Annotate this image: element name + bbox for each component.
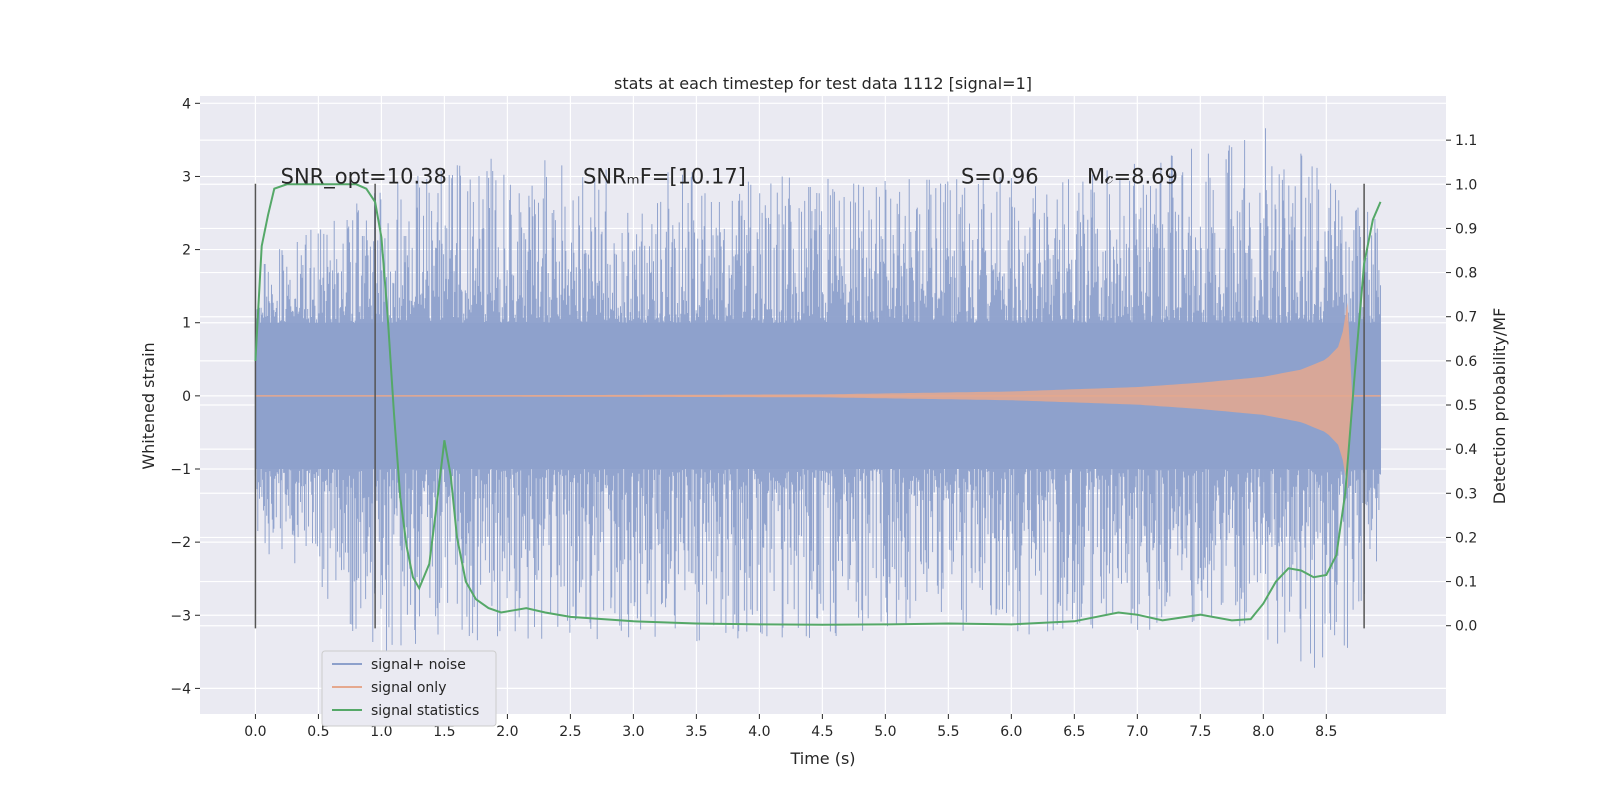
- x-tick-label: 7.0: [1126, 724, 1148, 740]
- legend-label-signal-noise: signal+ noise: [371, 657, 466, 673]
- y-axis-ticks: −4 −3 −2 −1 0 1 2 3 4: [170, 96, 200, 697]
- y-tick-label: −2: [170, 535, 191, 551]
- x-tick-label: 2.5: [559, 724, 581, 740]
- y2-tick-label: 0.1: [1455, 575, 1477, 591]
- x-tick-label: 7.5: [1189, 724, 1211, 740]
- chart-title: stats at each timestep for test data 111…: [614, 74, 1032, 93]
- x-tick-label: 0.0: [244, 724, 266, 740]
- x-tick-label: 3.5: [685, 724, 707, 740]
- y2-tick-label: 0.6: [1455, 354, 1477, 370]
- signal-statistics-series: [254, 183, 1382, 626]
- x-tick-label: 4.0: [748, 724, 770, 740]
- y-tick-label: 2: [182, 243, 191, 259]
- y2-tick-label: 0.0: [1455, 619, 1477, 635]
- y-tick-label: 1: [182, 316, 191, 332]
- x-tick-label: 0.5: [307, 724, 329, 740]
- legend-label-signal-statistics: signal statistics: [371, 703, 479, 719]
- y2-tick-label: 0.3: [1455, 486, 1477, 502]
- x-tick-label: 1.5: [433, 724, 455, 740]
- vertical-markers: [254, 183, 1365, 629]
- x-tick-label: 8.0: [1252, 724, 1274, 740]
- y2-tick-label: 0.7: [1455, 310, 1477, 326]
- annotation-text: SNRₘF=[10.17]: [583, 164, 746, 188]
- y-tick-label: 4: [182, 96, 191, 112]
- y2-axis-ticks: 0.0 0.1 0.2 0.3 0.4 0.5 0.6 0.7 0.8 0.9 1.0 1.1: [1446, 133, 1477, 635]
- x-axis-label: Time (s): [789, 749, 855, 768]
- x-tick-label: 4.5: [811, 724, 833, 740]
- x-tick-label: 5.5: [937, 724, 959, 740]
- y-tick-label: 3: [182, 169, 191, 185]
- annotation-text: SNR_opt=10.38: [281, 164, 447, 189]
- y2-tick-label: 0.9: [1455, 221, 1477, 237]
- annotation-text: S=0.96: [961, 164, 1039, 188]
- x-tick-label: 6.0: [1000, 724, 1022, 740]
- y2-tick-label: 0.4: [1455, 442, 1477, 458]
- x-tick-label: 8.5: [1315, 724, 1337, 740]
- y-tick-label: −1: [170, 462, 191, 478]
- y-tick-label: 0: [182, 389, 191, 405]
- y2-tick-label: 1.1: [1455, 133, 1477, 149]
- y-tick-label: −4: [170, 681, 191, 697]
- y2-tick-label: 1.0: [1455, 177, 1477, 193]
- x-tick-label: 6.5: [1063, 724, 1085, 740]
- y-tick-label: −3: [170, 608, 191, 624]
- y2-tick-label: 0.8: [1455, 266, 1477, 282]
- x-tick-label: 1.0: [370, 724, 392, 740]
- y2-axis-label: Detection probability/MF: [1490, 308, 1509, 505]
- y-axis-label: Whitened strain: [139, 342, 158, 469]
- y2-tick-label: 0.2: [1455, 530, 1477, 546]
- legend-box: [321, 650, 497, 727]
- legend: signal+ noise signal only signal statist…: [321, 650, 497, 727]
- signal-statistics-line: [254, 183, 1382, 626]
- signal-only-series: [255, 302, 1381, 490]
- y2-tick-label: 0.5: [1455, 398, 1477, 414]
- annotations: SNR_opt=10.38 SNRₘF=[10.17] S=0.96 M𝒸=8.69: [281, 164, 1178, 189]
- x-axis-ticks: 0.0 0.5 1.0 1.5 2.0 2.5 3.0 3.5 4.0 4.5 5.0 5.5 6.0 6…: [244, 714, 1337, 740]
- annotation-text: M𝒸=8.69: [1087, 164, 1178, 188]
- legend-label-signal-only: signal only: [371, 680, 446, 696]
- x-tick-label: 3.0: [622, 724, 644, 740]
- x-tick-label: 2.0: [496, 724, 518, 740]
- x-tick-label: 5.0: [874, 724, 896, 740]
